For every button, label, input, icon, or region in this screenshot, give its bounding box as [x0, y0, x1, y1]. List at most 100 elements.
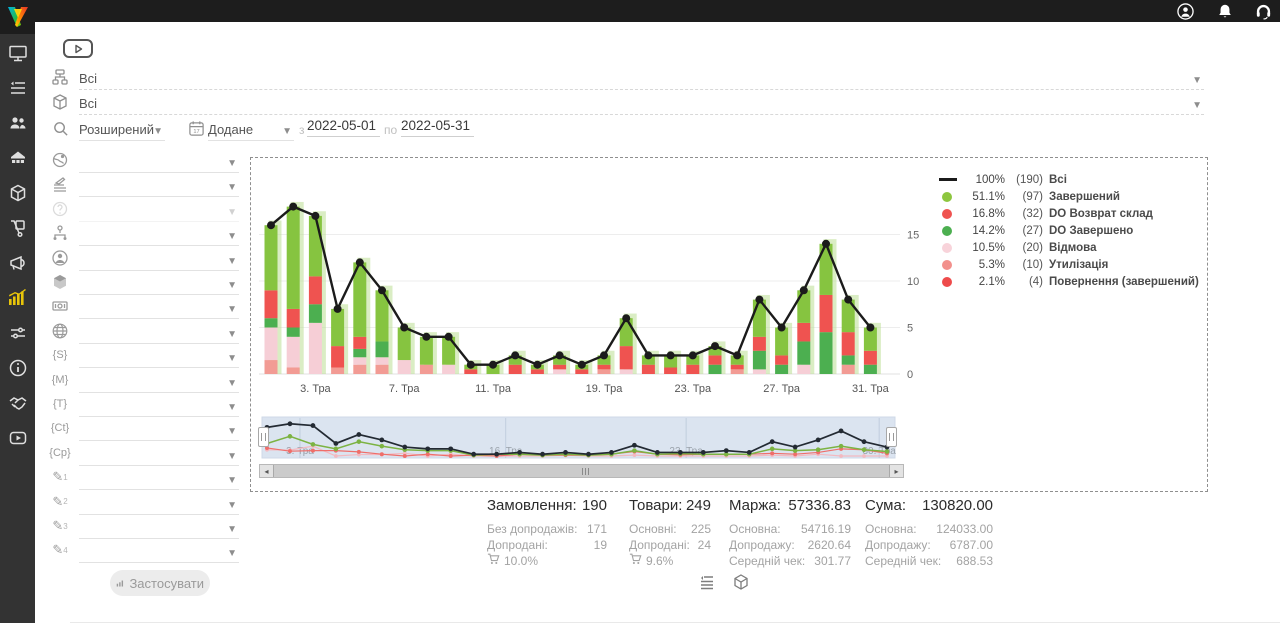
apply-button-label: Застосувати [129, 575, 204, 591]
stat-title: Замовлення: [487, 497, 577, 514]
legend-percent: 16.8% [972, 207, 1005, 220]
stat-title: Товари: [629, 497, 683, 514]
date-to-input[interactable]: 2022-05-31 [401, 118, 474, 137]
notifications-icon[interactable] [1216, 3, 1233, 20]
stat-sub-label: Основна: [865, 522, 917, 536]
sidebar-item-products[interactable] [7, 182, 28, 203]
filter-select-14[interactable]: ▼ [79, 491, 239, 515]
stat-sub-label: Основні: [629, 522, 677, 536]
sidebar-item-store[interactable] [7, 147, 28, 168]
chevron-down-icon: ▼ [1192, 100, 1202, 111]
legend-dot-marker [939, 191, 961, 202]
date-from-input[interactable]: 2022-05-01 [307, 118, 380, 137]
sidebar-item-purchases[interactable] [7, 217, 28, 238]
svg-text:3. Тра: 3. Тра [300, 383, 331, 395]
sidebar-item-customers[interactable] [7, 112, 28, 133]
chevron-down-icon: ▼ [227, 328, 237, 340]
stat-value: 57336.83 [788, 497, 851, 514]
legend-count: (4) [1028, 275, 1043, 288]
sidebar-item-partners[interactable] [7, 392, 28, 413]
orders-stacked-chart[interactable]: 0 5 10 15 3. Тра 7. Тра 11. Тра 19. Тра 23. Тра 2… [255, 166, 935, 416]
sidebar-item-orders[interactable] [7, 77, 28, 98]
sidebar-item-info[interactable] [7, 357, 28, 378]
svg-text:16. Тра: 16. Тра [489, 446, 523, 457]
filter-{T}-icon: {T} [52, 398, 68, 410]
box-3d-icon [51, 273, 69, 291]
topbar-icons [1177, 0, 1272, 22]
search-mode-select[interactable]: Розширений ▼ [79, 116, 165, 141]
filter-select-5[interactable]: ▼ [79, 271, 239, 295]
orders-list-toggle-icon[interactable] [698, 573, 716, 591]
funnel-icon [51, 68, 69, 86]
scrollbar-thumb[interactable] [273, 465, 890, 477]
chevron-down-icon: ▼ [282, 126, 292, 137]
legend-percent: 10.5% [972, 241, 1005, 254]
filter-select-7[interactable]: ▼ [79, 320, 239, 344]
chevron-down-icon: ▼ [227, 158, 237, 169]
legend-item-3[interactable]: 14.2% (27) DO Завершено [939, 222, 1199, 239]
stat-sub-value: 19 [593, 538, 607, 552]
globe-icon [51, 322, 69, 340]
navigator-mini-chart: 3. Тра 16. Тра 23. Тра 30. Тра [261, 416, 896, 459]
filter-select-11[interactable]: ▼ [79, 417, 239, 442]
legend-item-0[interactable]: 100% (190) Всі [939, 171, 1199, 188]
navigator-scrollbar[interactable]: ◂ ▸ [259, 464, 904, 478]
legend-percent: 51.1% [972, 190, 1005, 203]
sidebar-item-tutorials[interactable] [7, 427, 28, 448]
filter-select-10[interactable]: ▼ [79, 393, 239, 417]
date-field-value: Додане [208, 122, 254, 137]
filter-select-16[interactable]: ▼ [79, 539, 239, 564]
legend-item-2[interactable]: 16.8% (32) DO Возврат склад [939, 205, 1199, 222]
sidebar-item-marketing[interactable] [7, 252, 28, 273]
legend-item-5[interactable]: 5.3% (10) Утилізація [939, 256, 1199, 273]
sidebar-item-dashboard[interactable] [7, 42, 28, 63]
stat-column-0: Замовлення: 190 Без допродажів: 171 Допродан… [487, 497, 607, 569]
app-logo[interactable] [0, 0, 35, 34]
funnel-select[interactable]: Всі ▼ [79, 64, 1204, 90]
chevron-down-icon: ▼ [227, 450, 237, 462]
filter-select-4[interactable]: ▼ [79, 247, 239, 271]
support-icon[interactable] [1255, 3, 1272, 20]
main-content: Всі ▼ Всі ▼ Розширений ▼ 17 Додане ▼ з 2… [35, 22, 1280, 623]
stat-title: Маржа: [729, 497, 781, 514]
video-help-button[interactable] [63, 39, 93, 58]
filter-select-15[interactable]: ▼ [79, 515, 239, 539]
legend-item-1[interactable]: 51.1% (97) Завершений [939, 188, 1199, 205]
legend-count: (32) [1022, 207, 1043, 220]
chart-navigator[interactable]: 3. Тра 16. Тра 23. Тра 30. Тра [258, 416, 904, 462]
filter-select-3[interactable]: ▼ [79, 222, 239, 247]
legend-item-6[interactable]: 2.1% (4) Повернення (завершений) [939, 273, 1199, 290]
stat-value: 249 [685, 497, 711, 514]
svg-text:17: 17 [193, 129, 199, 135]
date-field-select[interactable]: Додане ▼ [208, 116, 294, 141]
legend-percent: 100% [975, 173, 1005, 186]
sidebar-item-statistics[interactable] [7, 287, 28, 308]
account-icon[interactable] [1177, 2, 1194, 20]
legend-item-4[interactable]: 10.5% (20) Відмова [939, 239, 1199, 256]
sidebar-item-automation[interactable] [7, 322, 28, 343]
chevron-down-icon: ▼ [227, 548, 237, 560]
filter-select-13[interactable]: ▼ [79, 466, 239, 491]
product-select[interactable]: Всі ▼ [79, 89, 1204, 115]
chevron-down-icon: ▼ [227, 280, 237, 291]
products-box-toggle-icon[interactable] [732, 573, 750, 591]
svg-text:31. Тра: 31. Тра [852, 383, 890, 395]
filter-{Cp}-icon: {Cp} [49, 446, 71, 459]
scroll-left-arrow-icon[interactable]: ◂ [264, 466, 269, 476]
apply-button[interactable]: Застосувати [110, 570, 210, 596]
filter-select-12[interactable]: ▼ [79, 442, 239, 466]
filter-select-1[interactable]: ▼ [79, 173, 239, 198]
filter-select-6[interactable]: ▼ [79, 295, 239, 320]
navigator-right-handle[interactable] [886, 427, 897, 447]
filter-select-9[interactable]: ▼ [79, 369, 239, 393]
stat-sub-value: 301.77 [814, 554, 851, 568]
chevron-down-icon: ▼ [227, 182, 237, 194]
navigator-left-handle[interactable] [258, 427, 269, 447]
scroll-right-arrow-icon[interactable]: ▸ [894, 466, 899, 476]
filter-select-8[interactable]: ▼ [79, 344, 239, 369]
stat-column-1: Товари: 249 Основні: 225 Допродані: 24 9.6% [629, 497, 711, 569]
stat-sub-value: 225 [690, 522, 711, 536]
svg-text:7. Тра: 7. Тра [389, 383, 420, 395]
stat-sub-value: 2620.64 [807, 538, 851, 552]
filter-select-0[interactable]: ▼ [79, 149, 239, 173]
